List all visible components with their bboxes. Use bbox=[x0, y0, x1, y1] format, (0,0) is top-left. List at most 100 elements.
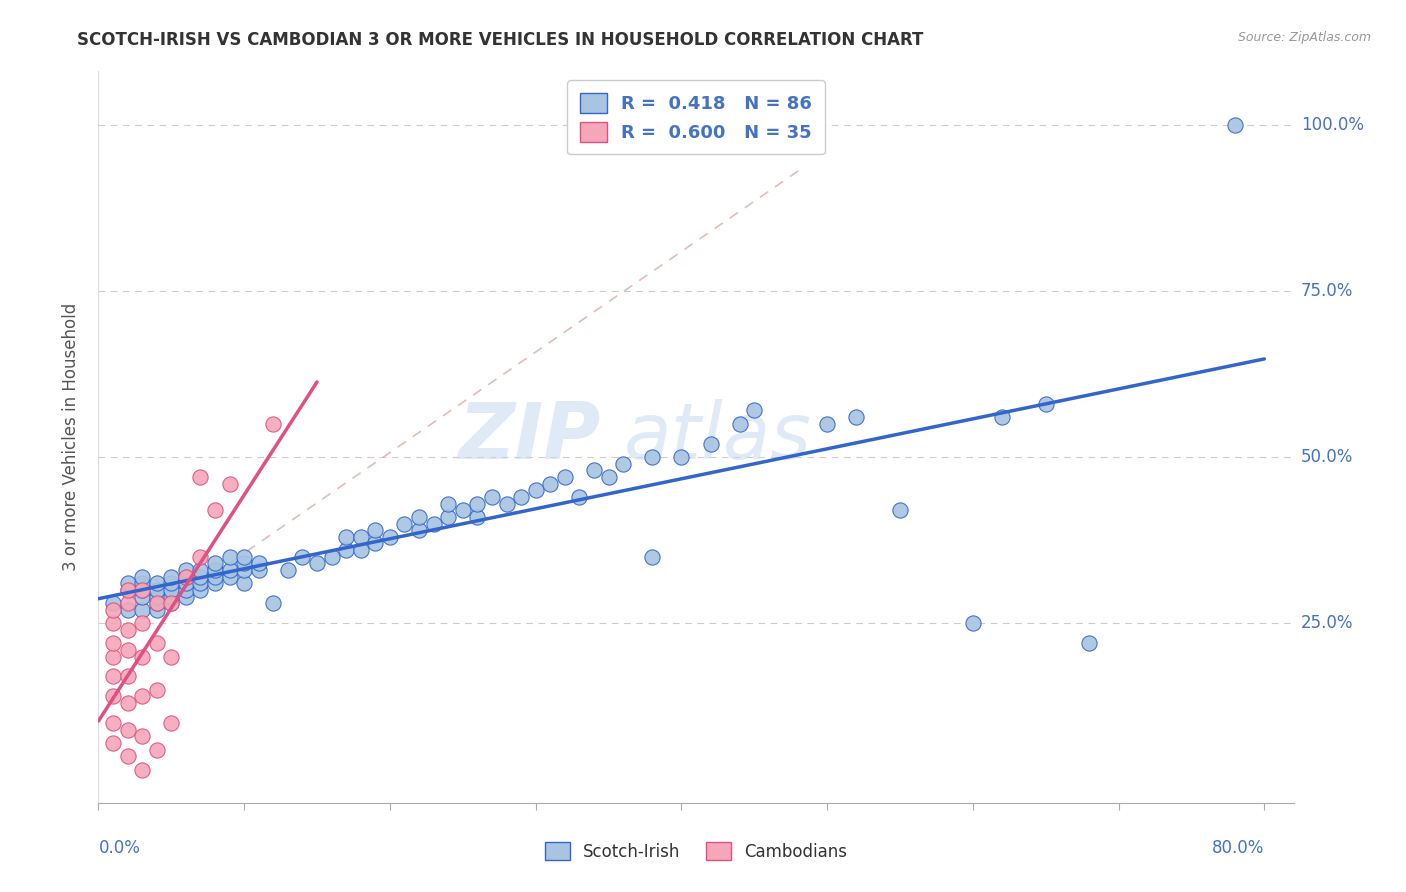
Point bbox=[481, 490, 503, 504]
Point bbox=[145, 603, 167, 617]
Point bbox=[991, 410, 1014, 425]
Text: 75.0%: 75.0% bbox=[1301, 282, 1353, 300]
Text: 25.0%: 25.0% bbox=[1301, 615, 1354, 632]
Point bbox=[233, 576, 256, 591]
Point bbox=[101, 596, 124, 610]
Point bbox=[101, 690, 124, 704]
Point bbox=[422, 516, 444, 531]
Point bbox=[262, 417, 284, 431]
Point bbox=[233, 557, 256, 571]
Point bbox=[233, 549, 256, 564]
Point bbox=[277, 563, 299, 577]
Point bbox=[160, 582, 183, 597]
Point bbox=[174, 563, 197, 577]
Point bbox=[101, 603, 124, 617]
Point bbox=[174, 570, 197, 584]
Point bbox=[160, 596, 183, 610]
Text: 100.0%: 100.0% bbox=[1301, 116, 1364, 134]
Point bbox=[190, 576, 212, 591]
Point bbox=[117, 749, 139, 764]
Point bbox=[1078, 636, 1101, 650]
Point bbox=[190, 563, 212, 577]
Point bbox=[117, 643, 139, 657]
Point bbox=[699, 436, 721, 450]
Point bbox=[101, 616, 124, 631]
Point bbox=[145, 582, 167, 597]
Point bbox=[117, 623, 139, 637]
Point bbox=[1225, 118, 1247, 132]
Point bbox=[641, 450, 664, 464]
Point bbox=[218, 549, 240, 564]
Point bbox=[671, 450, 693, 464]
Point bbox=[742, 403, 765, 417]
Point bbox=[394, 516, 416, 531]
Point bbox=[160, 596, 183, 610]
Point bbox=[524, 483, 547, 498]
Point bbox=[437, 509, 460, 524]
Point bbox=[101, 736, 124, 750]
Point bbox=[247, 557, 270, 571]
Point bbox=[305, 557, 328, 571]
Point bbox=[204, 557, 226, 571]
Point bbox=[612, 457, 634, 471]
Point bbox=[962, 616, 984, 631]
Point bbox=[117, 696, 139, 710]
Text: atlas: atlas bbox=[624, 399, 813, 475]
Point bbox=[131, 603, 153, 617]
Point bbox=[174, 590, 197, 604]
Point bbox=[437, 497, 460, 511]
Point bbox=[101, 649, 124, 664]
Point bbox=[131, 576, 153, 591]
Point bbox=[204, 570, 226, 584]
Point bbox=[364, 536, 387, 550]
Point bbox=[190, 570, 212, 584]
Point bbox=[174, 570, 197, 584]
Point bbox=[218, 570, 240, 584]
Point bbox=[335, 543, 357, 558]
Point bbox=[467, 509, 489, 524]
Point bbox=[845, 410, 868, 425]
Point bbox=[101, 669, 124, 683]
Point bbox=[131, 763, 153, 777]
Point bbox=[160, 570, 183, 584]
Point bbox=[117, 582, 139, 597]
Point bbox=[131, 582, 153, 597]
Point bbox=[131, 649, 153, 664]
Point bbox=[160, 649, 183, 664]
Text: 50.0%: 50.0% bbox=[1301, 448, 1353, 466]
Point bbox=[145, 590, 167, 604]
Point bbox=[145, 596, 167, 610]
Point bbox=[510, 490, 533, 504]
Point bbox=[641, 549, 664, 564]
Point bbox=[889, 503, 911, 517]
Point bbox=[117, 669, 139, 683]
Point bbox=[117, 582, 139, 597]
Point bbox=[131, 570, 153, 584]
Point bbox=[190, 582, 212, 597]
Point bbox=[145, 742, 167, 756]
Point bbox=[408, 509, 430, 524]
Point bbox=[160, 590, 183, 604]
Point bbox=[582, 463, 605, 477]
Point bbox=[262, 596, 284, 610]
Point bbox=[204, 576, 226, 591]
Text: Source: ZipAtlas.com: Source: ZipAtlas.com bbox=[1237, 31, 1371, 45]
Point bbox=[117, 576, 139, 591]
Point bbox=[145, 636, 167, 650]
Point bbox=[160, 716, 183, 731]
Point bbox=[350, 543, 373, 558]
Point bbox=[204, 503, 226, 517]
Point bbox=[160, 576, 183, 591]
Point bbox=[117, 596, 139, 610]
Point bbox=[131, 690, 153, 704]
Point bbox=[218, 476, 240, 491]
Point bbox=[131, 582, 153, 597]
Point bbox=[467, 497, 489, 511]
Point bbox=[204, 563, 226, 577]
Point bbox=[218, 563, 240, 577]
Point bbox=[408, 523, 430, 537]
Point bbox=[321, 549, 343, 564]
Point bbox=[101, 636, 124, 650]
Point bbox=[131, 590, 153, 604]
Point bbox=[350, 530, 373, 544]
